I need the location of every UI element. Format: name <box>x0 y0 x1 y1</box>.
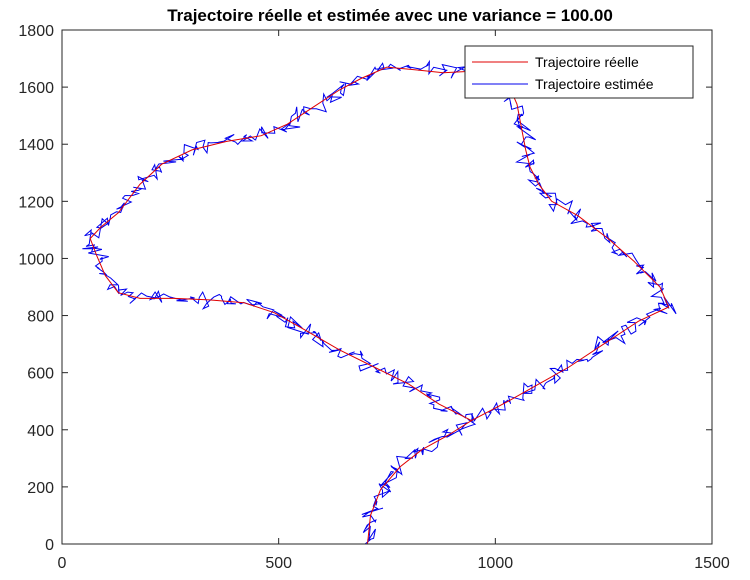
plot-background <box>62 30 712 544</box>
y-tick-label: 1800 <box>18 23 54 40</box>
y-tick-label: 1600 <box>18 80 54 97</box>
y-tick-label: 400 <box>27 423 54 440</box>
y-tick-label: 800 <box>27 309 54 326</box>
legend-label-estimee: Trajectoire estimée <box>535 76 654 92</box>
axes-frame <box>61 29 713 545</box>
plot-area: 0 500 1000 1500 0 200 400 600 800 1000 1200 1400 160… <box>18 23 729 572</box>
series-line-reelle <box>89 66 670 544</box>
y-tick-label: 0 <box>45 537 54 554</box>
y-tick-label: 1000 <box>18 251 54 268</box>
series-layer <box>82 59 677 544</box>
y-tick-label: 1200 <box>18 194 54 211</box>
x-tick-label: 1000 <box>478 555 514 572</box>
ticks-layer: 0 500 1000 1500 0 200 400 600 800 1000 1200 1400 160… <box>18 23 729 572</box>
legend-label-reelle: Trajectoire réelle <box>535 54 639 70</box>
legend: Trajectoire réelle Trajectoire estimée <box>464 45 694 99</box>
x-tick-label: 500 <box>265 555 292 572</box>
y-tick-label: 600 <box>27 366 54 383</box>
legend-box <box>464 45 694 99</box>
y-tick-label: 1400 <box>18 137 54 154</box>
chart-title: Trajectoire réelle et estimée avec une v… <box>167 6 613 25</box>
y-tick-label: 200 <box>27 480 54 497</box>
x-tick-label: 0 <box>58 555 67 572</box>
x-tick-label: 1500 <box>694 555 730 572</box>
